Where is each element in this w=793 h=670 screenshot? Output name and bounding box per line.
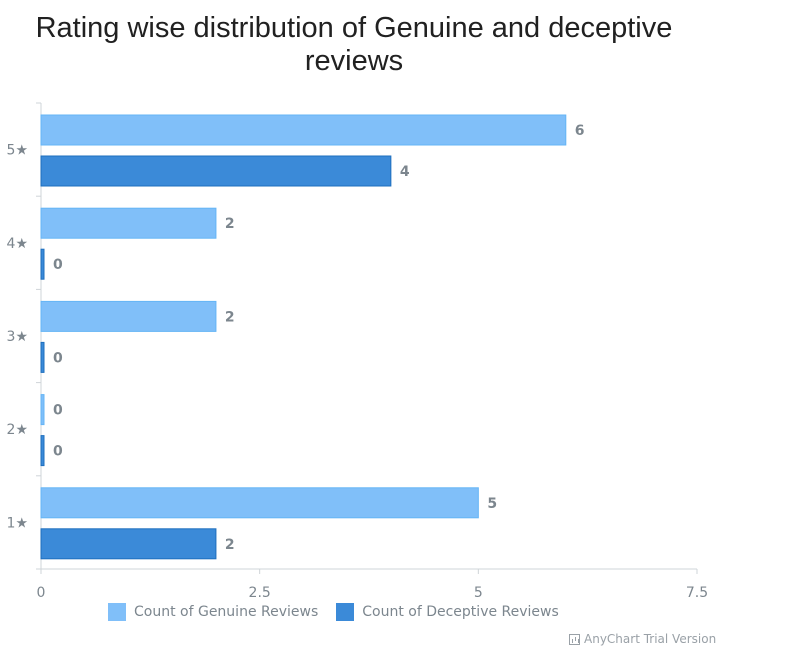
watermark[interactable]: AnyChart Trial Version [569, 632, 716, 646]
bar-genuine [40, 487, 479, 519]
data-label: 0 [53, 350, 63, 366]
legend-swatch-genuine [108, 603, 126, 621]
chart-title: Rating wise distribution of Genuine and … [35, 12, 673, 77]
x-tick-label: 5 [474, 585, 483, 601]
watermark-label: AnyChart Trial Version [584, 632, 717, 646]
x-tick-label: 7.5 [686, 585, 708, 601]
data-label: 0 [53, 444, 63, 460]
bar-chart-icon [569, 633, 580, 645]
data-label: 2 [225, 309, 235, 325]
legend-item-genuine[interactable]: Count of Genuine Reviews [108, 603, 318, 621]
y-tick-label: 3★ [7, 329, 28, 345]
data-label: 4 [400, 164, 410, 180]
bar-genuine [40, 300, 217, 332]
data-label: 6 [575, 123, 585, 139]
x-tick-label: 0 [37, 585, 46, 601]
y-tick-label: 4★ [7, 236, 28, 252]
data-label: 5 [487, 496, 497, 512]
data-label: 2 [225, 216, 235, 232]
legend-swatch-deceptive [336, 603, 355, 621]
legend-label-genuine: Count of Genuine Reviews [134, 604, 319, 620]
legend: Count of Genuine Reviews Count of Decept… [108, 603, 577, 621]
y-tick-label: 5★ [7, 143, 28, 159]
bar-genuine [40, 114, 567, 146]
bar-deceptive [40, 248, 45, 280]
y-tick-label: 1★ [7, 515, 28, 531]
bar-deceptive [40, 341, 45, 373]
x-tick-label: 2.5 [249, 585, 271, 601]
bar-deceptive [40, 528, 217, 560]
legend-item-deceptive[interactable]: Count of Deceptive Reviews [336, 603, 559, 621]
bar-deceptive [40, 435, 45, 467]
bar-genuine [40, 394, 45, 426]
y-tick-label: 2★ [7, 422, 28, 438]
bar-genuine [40, 207, 217, 239]
legend-label-deceptive: Count of Deceptive Reviews [362, 604, 559, 620]
data-label: 0 [53, 403, 63, 419]
data-label: 0 [53, 257, 63, 273]
data-label: 2 [225, 537, 235, 553]
bar-deceptive [40, 155, 392, 187]
